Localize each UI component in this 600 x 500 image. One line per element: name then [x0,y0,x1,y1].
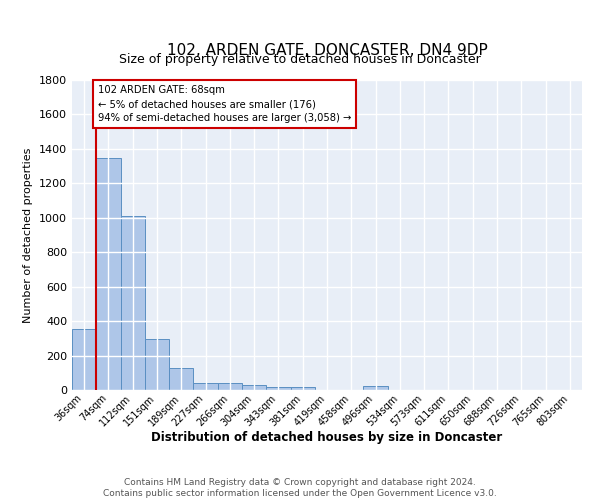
Text: 102 ARDEN GATE: 68sqm
← 5% of detached houses are smaller (176)
94% of semi-deta: 102 ARDEN GATE: 68sqm ← 5% of detached h… [98,85,351,123]
Bar [193,383,218,390]
Y-axis label: Number of detached properties: Number of detached properties [23,148,34,322]
Title: 102, ARDEN GATE, DONCASTER, DN4 9DP: 102, ARDEN GATE, DONCASTER, DN4 9DP [167,43,487,58]
Bar [242,385,266,390]
Bar [72,329,96,390]
Bar [266,386,290,390]
Bar [145,339,169,390]
X-axis label: Distribution of detached houses by size in Doncaster: Distribution of detached houses by size … [151,430,503,444]
Text: Size of property relative to detached houses in Doncaster: Size of property relative to detached ho… [119,52,481,66]
Bar [96,158,121,390]
Bar [364,386,388,390]
Bar [169,368,193,390]
Bar [290,387,315,390]
Text: Contains HM Land Registry data © Crown copyright and database right 2024.
Contai: Contains HM Land Registry data © Crown c… [103,478,497,498]
Bar [218,384,242,390]
Bar [121,216,145,390]
